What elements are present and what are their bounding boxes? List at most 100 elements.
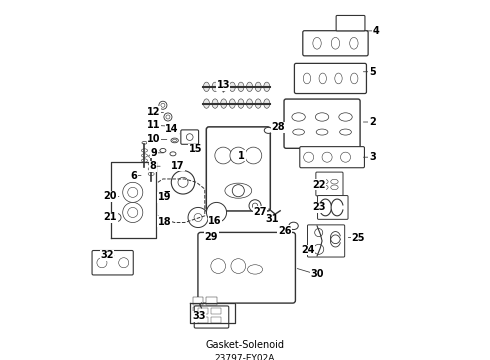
Ellipse shape — [148, 172, 154, 176]
Ellipse shape — [340, 129, 351, 135]
Ellipse shape — [148, 162, 154, 166]
Circle shape — [113, 213, 121, 221]
FancyBboxPatch shape — [206, 307, 217, 315]
FancyBboxPatch shape — [198, 317, 208, 323]
FancyBboxPatch shape — [300, 147, 365, 168]
FancyBboxPatch shape — [316, 172, 343, 196]
Circle shape — [245, 147, 262, 164]
FancyBboxPatch shape — [336, 15, 365, 31]
Ellipse shape — [316, 113, 329, 121]
Ellipse shape — [142, 149, 147, 152]
Text: 1: 1 — [238, 150, 245, 161]
Ellipse shape — [171, 127, 175, 130]
Ellipse shape — [335, 73, 342, 84]
Ellipse shape — [255, 82, 261, 91]
FancyBboxPatch shape — [193, 297, 203, 305]
Text: 18: 18 — [158, 217, 172, 227]
Ellipse shape — [203, 99, 210, 108]
Circle shape — [314, 244, 324, 255]
FancyBboxPatch shape — [206, 127, 270, 211]
Circle shape — [230, 147, 246, 164]
Polygon shape — [111, 162, 156, 238]
Text: 17: 17 — [171, 161, 184, 171]
Polygon shape — [190, 303, 235, 323]
Text: 31: 31 — [265, 214, 278, 224]
Ellipse shape — [225, 183, 252, 198]
Text: 32: 32 — [100, 250, 114, 260]
FancyBboxPatch shape — [198, 233, 295, 303]
Ellipse shape — [255, 99, 261, 108]
Text: 14: 14 — [165, 124, 179, 134]
Ellipse shape — [321, 179, 328, 184]
Ellipse shape — [148, 155, 154, 158]
Text: 16: 16 — [208, 216, 221, 226]
Circle shape — [231, 259, 245, 274]
Ellipse shape — [229, 82, 235, 91]
Ellipse shape — [212, 82, 218, 91]
Text: 4: 4 — [372, 26, 379, 36]
FancyBboxPatch shape — [206, 297, 217, 305]
FancyBboxPatch shape — [303, 31, 368, 56]
Text: 12: 12 — [147, 107, 161, 117]
Ellipse shape — [203, 82, 210, 91]
Ellipse shape — [238, 99, 244, 108]
Text: 22: 22 — [312, 180, 325, 190]
Circle shape — [178, 177, 188, 187]
Text: 21: 21 — [103, 212, 117, 222]
Circle shape — [194, 213, 202, 221]
Ellipse shape — [172, 139, 177, 141]
Circle shape — [128, 207, 138, 217]
Circle shape — [249, 200, 261, 212]
Text: 30: 30 — [310, 269, 324, 279]
Circle shape — [211, 259, 225, 274]
Ellipse shape — [264, 127, 272, 134]
Ellipse shape — [170, 152, 176, 156]
Ellipse shape — [313, 37, 321, 49]
Circle shape — [315, 229, 323, 237]
FancyBboxPatch shape — [211, 317, 220, 323]
Ellipse shape — [331, 179, 338, 184]
FancyBboxPatch shape — [308, 225, 344, 257]
Ellipse shape — [331, 185, 338, 190]
Text: 6: 6 — [130, 171, 137, 181]
Ellipse shape — [142, 159, 147, 162]
Ellipse shape — [350, 37, 358, 49]
Text: Gasket-Solenoid: Gasket-Solenoid — [205, 340, 285, 350]
Ellipse shape — [220, 82, 227, 91]
Text: 25: 25 — [351, 233, 365, 243]
FancyBboxPatch shape — [193, 307, 203, 315]
Text: 7: 7 — [163, 191, 170, 201]
Ellipse shape — [229, 99, 235, 108]
FancyBboxPatch shape — [194, 306, 229, 328]
Circle shape — [215, 147, 232, 164]
Ellipse shape — [304, 152, 314, 162]
Text: 29: 29 — [205, 231, 218, 242]
FancyBboxPatch shape — [284, 99, 360, 148]
Circle shape — [172, 171, 195, 194]
Ellipse shape — [350, 73, 358, 84]
Circle shape — [97, 258, 107, 268]
Ellipse shape — [169, 126, 177, 131]
FancyBboxPatch shape — [181, 130, 198, 144]
Ellipse shape — [303, 73, 311, 84]
Text: 24: 24 — [301, 245, 315, 255]
Ellipse shape — [339, 113, 352, 121]
Text: 13: 13 — [217, 80, 230, 90]
Circle shape — [122, 182, 143, 202]
Ellipse shape — [293, 129, 304, 135]
Ellipse shape — [319, 73, 326, 84]
Text: 19: 19 — [158, 192, 172, 202]
Text: 27: 27 — [253, 207, 267, 217]
Ellipse shape — [160, 148, 166, 153]
Circle shape — [186, 134, 193, 140]
Ellipse shape — [238, 82, 244, 91]
Circle shape — [119, 258, 129, 268]
Text: 28: 28 — [271, 122, 285, 132]
Ellipse shape — [292, 113, 305, 121]
Ellipse shape — [247, 265, 263, 274]
Ellipse shape — [331, 37, 340, 49]
FancyBboxPatch shape — [318, 195, 348, 219]
Text: 10: 10 — [147, 134, 161, 144]
Ellipse shape — [246, 82, 252, 91]
Circle shape — [122, 202, 143, 222]
